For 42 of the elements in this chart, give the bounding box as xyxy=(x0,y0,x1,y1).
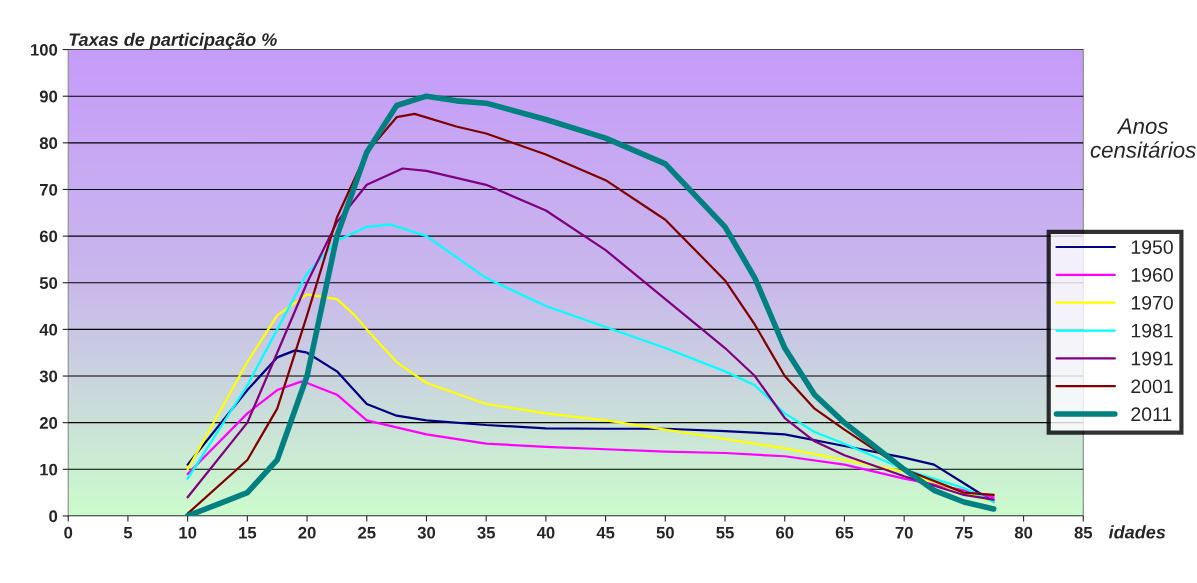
x-axis-title: idades xyxy=(1108,525,1166,539)
x-tick-label: 60 xyxy=(776,526,794,539)
y-tick-label: 70 xyxy=(39,183,58,196)
x-tick-label: 75 xyxy=(955,526,973,539)
x-tick-label: 15 xyxy=(239,526,257,539)
x-tick-label: 25 xyxy=(358,526,376,539)
x-tick-label: 45 xyxy=(596,526,615,539)
x-tick-label: 5 xyxy=(123,526,133,539)
legend-label: 2001 xyxy=(1131,379,1173,394)
y-tick-label: 80 xyxy=(39,137,58,150)
line-series xyxy=(186,223,995,504)
y-tick-label: 20 xyxy=(39,417,58,429)
x-tick-label: 20 xyxy=(298,526,316,539)
legend-label: 1960 xyxy=(1131,268,1173,282)
legend-title: Anos censitários xyxy=(1090,118,1196,158)
x-tick-label: 35 xyxy=(477,526,495,539)
x-tick-label: 0 xyxy=(64,526,73,539)
x-tick-label: 65 xyxy=(835,526,854,539)
y-tick-label: 90 xyxy=(39,90,58,103)
x-tick-label: 50 xyxy=(656,526,674,539)
x-tick-label: 40 xyxy=(536,526,555,539)
x-tick-label: 80 xyxy=(1014,526,1033,539)
y-tick-label: 30 xyxy=(39,370,58,383)
x-tick-label: 10 xyxy=(179,526,197,539)
legend-label: 1950 xyxy=(1131,240,1173,254)
y-tick-label: 60 xyxy=(39,230,58,243)
y-tick-label: 50 xyxy=(39,277,58,289)
x-tick-label: 55 xyxy=(716,526,734,539)
y-tick-label: 40 xyxy=(39,323,58,336)
line-series xyxy=(186,167,995,501)
x-tick-label: 30 xyxy=(417,526,436,539)
y-tick-label: 0 xyxy=(49,510,58,523)
y-tick-label: 100 xyxy=(31,43,58,56)
y-axis-title: Taxas de participação % xyxy=(69,32,277,50)
line-series xyxy=(186,380,995,499)
legend-label: 1991 xyxy=(1131,351,1173,366)
x-tick-label: 70 xyxy=(895,526,913,539)
legend-label: 2011 xyxy=(1131,407,1172,422)
y-tick-label: 10 xyxy=(40,463,58,476)
x-tick-label: 85 xyxy=(1074,526,1093,539)
legend-label: 1981 xyxy=(1131,323,1173,338)
legend-label: 1970 xyxy=(1131,295,1173,310)
